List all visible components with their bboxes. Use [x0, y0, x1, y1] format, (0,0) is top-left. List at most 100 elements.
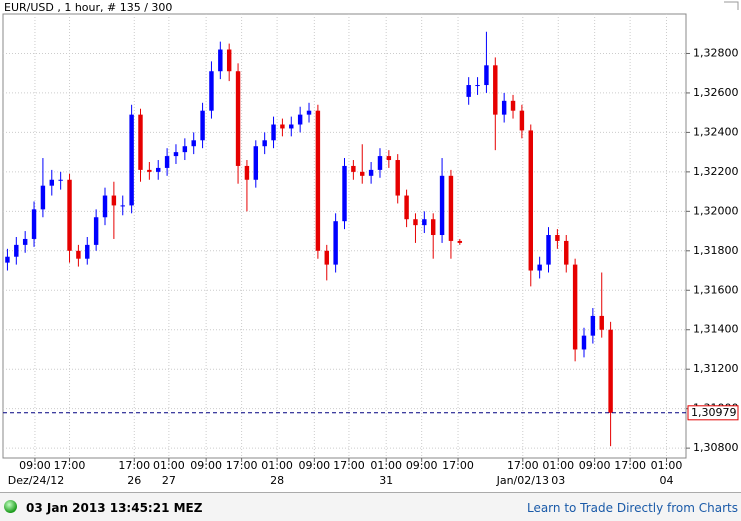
candle-body — [209, 71, 214, 111]
current-price-label: 1,30979 — [691, 406, 737, 419]
candle-body — [22, 238, 28, 245]
x-tick-label: 17:00 — [118, 459, 150, 472]
candle-body — [368, 169, 374, 176]
candle-body — [528, 130, 533, 271]
chart-title: EUR/USD , 1 hour, # 135 / 300 — [4, 1, 172, 14]
y-tick-label: 1,31200 — [693, 362, 739, 375]
x-tick-label: 17:00 — [333, 459, 365, 472]
y-tick-label: 1,31800 — [693, 244, 739, 257]
candle-body — [430, 219, 436, 236]
candle-body — [76, 250, 81, 259]
candle-body — [147, 169, 152, 172]
x-tick-label: 17:00 — [507, 459, 539, 472]
candle-body — [324, 250, 329, 265]
y-tick-label: 1,32600 — [693, 86, 739, 99]
candle-body — [200, 110, 205, 141]
candle-body — [306, 110, 312, 115]
candle-body — [395, 160, 400, 196]
candle-body — [129, 114, 134, 206]
x-tick-label: 17:00 — [54, 459, 86, 472]
candle-body — [289, 124, 294, 129]
candle-body — [138, 114, 143, 170]
candle-body — [271, 124, 276, 141]
candle-body — [49, 179, 55, 186]
candle-body — [422, 219, 427, 226]
footer: 03 Jan 2013 13:45:21 MEZ Learn to Trade … — [0, 492, 741, 521]
candle-body — [519, 110, 525, 131]
candle-body — [439, 175, 445, 236]
x-date-label: 28 — [270, 474, 284, 487]
y-tick-label: 1,30800 — [693, 441, 739, 454]
y-tick-label: 1,32000 — [693, 204, 739, 217]
candle-body — [120, 205, 125, 207]
candle-body — [85, 244, 90, 259]
x-date-label: 26 — [127, 474, 141, 487]
y-tick-label: 1,32400 — [693, 125, 739, 138]
candle-body — [599, 315, 604, 330]
candle-body — [555, 235, 560, 241]
x-tick-label: 17:00 — [614, 459, 646, 472]
candle-body — [413, 219, 418, 226]
candle-body — [457, 240, 463, 243]
candle-body — [546, 235, 551, 265]
candle-body — [173, 152, 179, 157]
candle-body — [448, 175, 454, 241]
candle-body — [377, 156, 383, 170]
x-date-label: 04 — [659, 474, 673, 487]
candle-body — [5, 256, 10, 263]
chart: EUR/USD , 1 hour, # 135 / 300 1,30800 1,3… — [2, 1, 739, 487]
candle-body — [493, 65, 498, 115]
x-date-label: 31 — [379, 474, 393, 487]
candle-body — [253, 146, 259, 180]
x-tick-label: 01:00 — [542, 459, 574, 472]
x-tick-label: 01:00 — [153, 459, 185, 472]
candle-body — [342, 165, 347, 222]
candle-body — [572, 264, 578, 350]
x-tick-label: 01:00 — [261, 459, 293, 472]
candle-body — [501, 100, 507, 115]
candle-body — [244, 165, 250, 180]
candle-body — [111, 195, 117, 206]
candle-body — [466, 85, 471, 97]
x-date-label: 27 — [162, 474, 176, 487]
candle-body — [262, 140, 267, 147]
y-tick-label: 1,31400 — [693, 323, 739, 336]
y-tick-label: 1,32200 — [693, 165, 739, 178]
candle-body — [14, 244, 19, 257]
x-tick-label: 01:00 — [370, 459, 402, 472]
x-tick-label: 09:00 — [406, 459, 438, 472]
candle-body — [164, 156, 170, 168]
x-tick-label: 09:00 — [190, 459, 222, 472]
candle-body — [351, 165, 356, 172]
candle-body — [484, 65, 489, 86]
candle-body — [510, 100, 516, 111]
candle-body — [315, 110, 321, 251]
x-tick-label: 17:00 — [442, 459, 474, 472]
candle-body — [590, 315, 596, 336]
x-tick-label: 01:00 — [651, 459, 683, 472]
candle-body — [404, 195, 409, 220]
candle-body — [102, 195, 108, 218]
x-tick-label: 09:00 — [298, 459, 330, 472]
candle-body — [475, 85, 480, 87]
x-date-label: Dez/24/12 — [8, 474, 64, 487]
corner-icon — [724, 1, 739, 10]
x-tick-label: 09:00 — [579, 459, 611, 472]
candle-body — [537, 264, 542, 271]
candle-body — [93, 217, 99, 245]
x-tick-label: 17:00 — [226, 459, 258, 472]
candle-body — [67, 179, 72, 251]
candle-body — [386, 156, 392, 161]
timestamp: 03 Jan 2013 13:45:21 MEZ — [26, 501, 203, 515]
candle-body — [226, 49, 232, 72]
learn-link[interactable]: Learn to Trade Directly from Charts — [526, 501, 738, 515]
x-tick-label: 09:00 — [19, 459, 51, 472]
candle-body — [235, 71, 241, 166]
y-tick-label: 1,32800 — [693, 46, 739, 59]
y-tick-label: 1,31600 — [693, 283, 739, 296]
candle-body — [360, 171, 365, 176]
candle-body — [31, 209, 37, 239]
candle-body — [40, 185, 46, 210]
candle-body — [280, 124, 285, 129]
